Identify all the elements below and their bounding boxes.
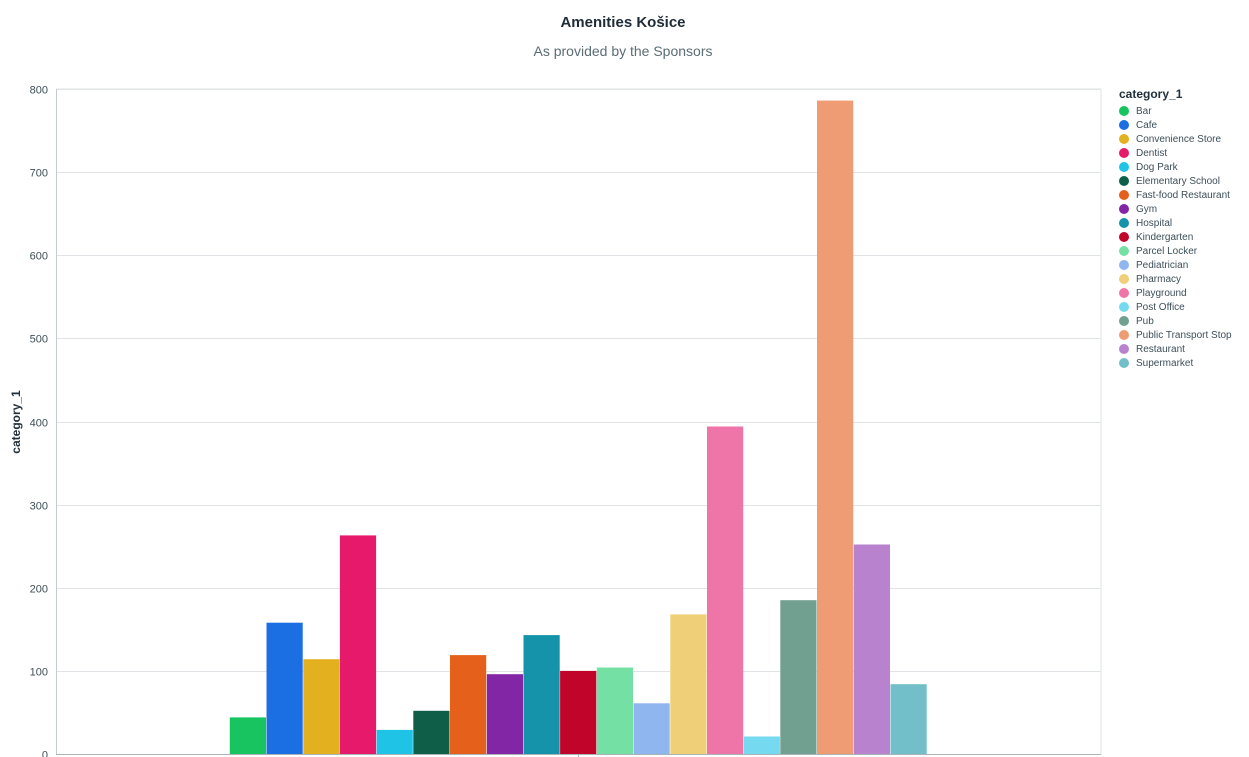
legend-item[interactable]: Kindergarten [1119,230,1247,244]
y-tick-label: 100 [30,667,48,679]
y-tick-label: 600 [30,251,48,263]
legend-item[interactable]: Dentist [1119,146,1247,160]
y-tick-label: 200 [30,584,48,596]
legend-swatch [1119,120,1129,130]
legend-swatch [1119,190,1129,200]
legend-label: Dentist [1136,147,1168,159]
legend-swatch [1119,358,1129,368]
legend-swatch [1119,344,1129,354]
legend-label: Parcel Locker [1136,245,1198,257]
legend-swatch [1119,330,1129,340]
legend-swatch [1119,162,1129,172]
y-axis-label: category_1 [9,390,23,454]
axis-layer: 0 100 200 300 400 500 600 700 800 [30,85,1101,757]
legend-label: Pub [1136,315,1154,327]
legend-swatch [1119,218,1129,228]
legend-swatch [1119,232,1129,242]
bar-convenience-store[interactable] [303,659,340,754]
bars-layer [229,100,927,755]
chart-subtitle: As provided by the Sponsors [533,43,713,59]
legend-label: Gym [1136,203,1158,215]
grid-layer [56,88,1102,754]
legend-swatch [1119,204,1129,214]
legend-label: Supermarket [1136,357,1194,369]
legend-label: Bar [1136,105,1152,117]
legend-swatch [1119,246,1129,256]
bar-public-transport-stop[interactable] [817,100,854,755]
legend-swatch [1119,316,1129,326]
legend-item[interactable]: Elementary School [1119,174,1247,188]
bar-cafe[interactable] [266,622,303,754]
bar-restaurant[interactable] [853,544,890,755]
bar-post-office[interactable] [743,736,780,755]
legend-swatch [1119,260,1129,270]
legend-item[interactable]: Post Office [1119,300,1247,314]
bar-gym[interactable] [486,674,523,754]
legend-label: Kindergarten [1136,231,1194,243]
y-tick-label: 0 [42,750,48,757]
legend-label: Pediatrician [1136,259,1189,271]
legend-swatch [1119,148,1129,158]
legend-item[interactable]: Playground [1119,286,1247,300]
legend-item[interactable]: Fast-food Restaurant [1119,188,1247,202]
y-tick-label: 800 [30,85,48,97]
bar-pediatrician[interactable] [633,703,670,754]
legend-swatch [1119,274,1129,284]
bar-kindergarten[interactable] [560,670,597,754]
legend-item[interactable]: Pub [1119,314,1247,328]
y-tick-label: 700 [30,168,48,180]
bar-playground[interactable] [707,426,744,755]
legend-swatch [1119,176,1129,186]
legend-item[interactable]: Parcel Locker [1119,244,1247,258]
legend-item[interactable]: Dog Park [1119,160,1247,174]
bar-dentist[interactable] [339,535,377,754]
bar-supermarket[interactable] [890,684,927,754]
legend-item[interactable]: Pharmacy [1119,272,1247,286]
legend-item[interactable]: Gym [1119,202,1247,216]
legend-item[interactable]: Pediatrician [1119,258,1247,272]
legend-swatch [1119,302,1129,312]
legend-label: Playground [1136,287,1187,299]
bar-pharmacy[interactable] [670,614,707,754]
legend-item[interactable]: Hospital [1119,216,1247,230]
legend-label: Pharmacy [1136,273,1182,285]
y-tick-label: 400 [30,418,48,430]
bar-bar[interactable] [229,717,266,754]
legend-item[interactable]: Public Transport Stop [1119,328,1247,342]
y-tick-label: 500 [30,334,48,346]
legend-swatch [1119,288,1129,298]
legend-label: Elementary School [1136,175,1220,187]
legend-swatch [1119,106,1129,116]
legend-label: Convenience Store [1136,133,1222,145]
legend-swatch [1119,134,1129,144]
legend-item[interactable]: Cafe [1119,118,1247,132]
legend: category_1 Bar Cafe Convenience Store Denti… [1119,87,1247,370]
legend-label: Fast-food Restaurant [1136,189,1230,201]
legend-label: Cafe [1136,119,1158,131]
legend-item[interactable]: Bar [1119,104,1247,118]
legend-label: Hospital [1136,217,1173,229]
legend-item[interactable]: Restaurant [1119,342,1247,356]
bar-pub[interactable] [780,600,817,754]
bar-fast-food-restaurant[interactable] [450,655,487,754]
legend-items: Bar Cafe Convenience Store Dentist Dog Park E… [1119,104,1247,370]
legend-label: Dog Park [1136,161,1178,173]
legend-label: Restaurant [1136,343,1185,355]
chart-title: Amenities Košice [560,14,686,31]
legend-item[interactable]: Supermarket [1119,356,1247,370]
legend-title: category_1 [1119,87,1183,101]
bar-hospital[interactable] [523,635,560,754]
bar-parcel-locker[interactable] [596,667,633,755]
y-tick-label: 300 [30,501,48,513]
legend-label: Public Transport Stop [1136,329,1232,341]
legend-label: Post Office [1136,301,1185,313]
legend-item[interactable]: Convenience Store [1119,132,1247,146]
bar-elementary-school[interactable] [413,710,450,754]
bar-dog-park[interactable] [376,729,413,754]
